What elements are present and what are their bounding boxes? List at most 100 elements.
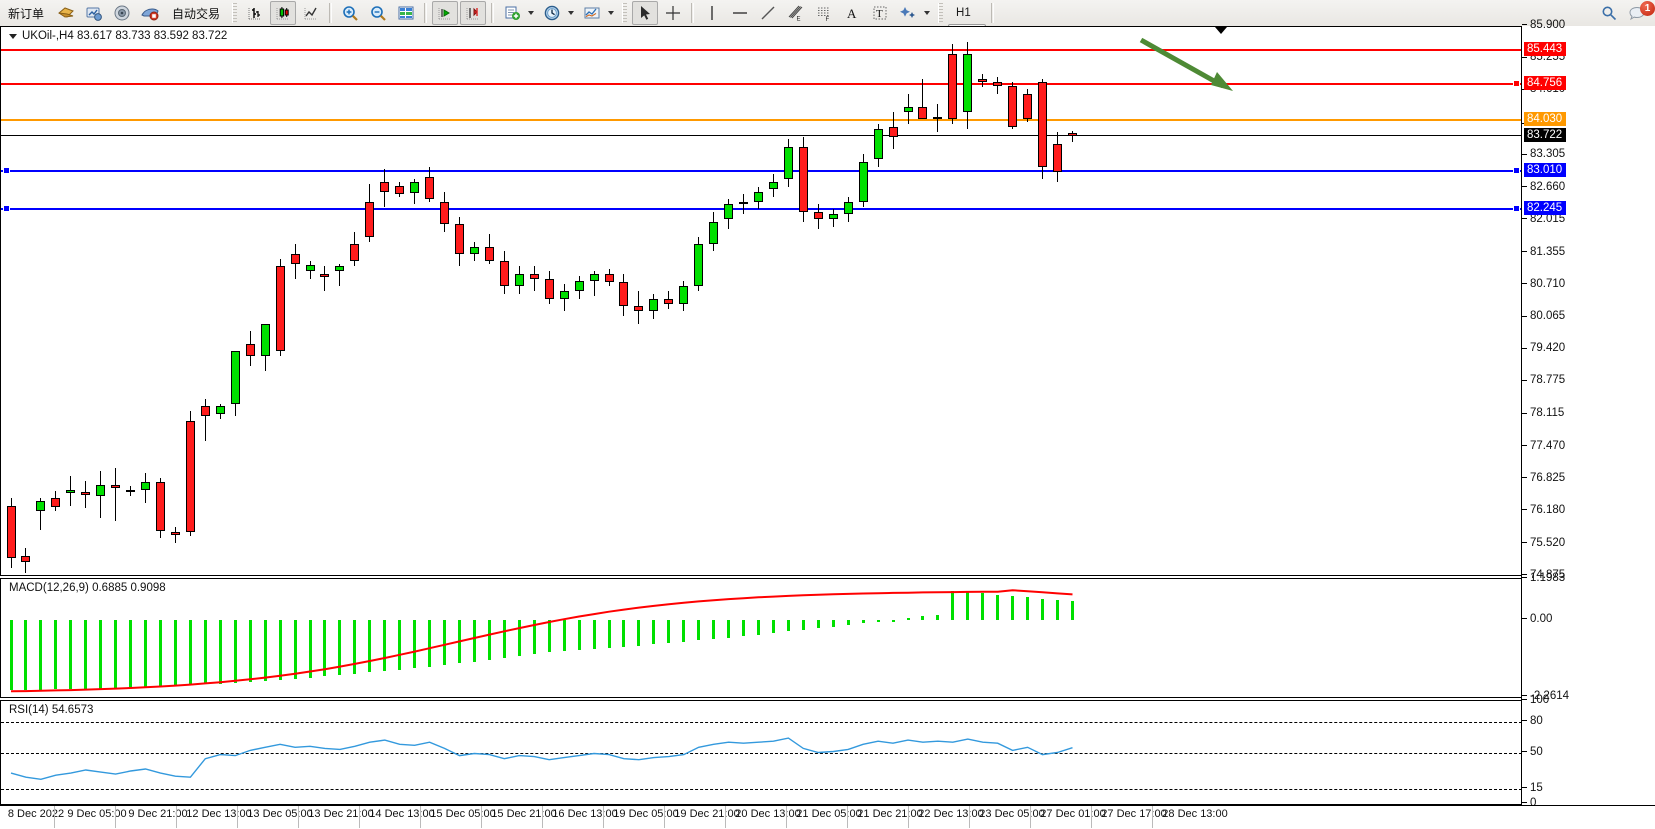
candle-body-bearish [798, 146, 808, 212]
chart-dropdown-caret[interactable] [9, 33, 17, 39]
macd-plot[interactable] [1, 579, 1522, 697]
price-level-handle-left-support-1[interactable] [3, 167, 10, 175]
arrow-selection-handle[interactable] [1215, 27, 1227, 34]
macd-histogram-bar [173, 619, 177, 686]
candle [200, 27, 210, 575]
template-dropdown-caret[interactable] [528, 11, 535, 15]
price-level-handle-support-2[interactable] [1513, 205, 1520, 213]
candle-body-bullish [260, 323, 270, 357]
indicator-list-icon[interactable] [579, 1, 605, 25]
template-icon[interactable] [499, 1, 525, 25]
time-tick-separator [1152, 806, 1153, 828]
trendline-icon[interactable] [755, 1, 781, 25]
macd-histogram-bar [144, 619, 148, 688]
price-pane[interactable]: UKOil-,H4 83.617 83.733 83.592 83.722 [0, 26, 1655, 576]
chart-area[interactable]: UKOil-,H4 83.617 83.733 83.592 83.722 MA… [0, 19, 1655, 829]
price-level-tag-current-price[interactable]: 83.722 [1524, 127, 1567, 142]
svg-text:T: T [876, 8, 883, 20]
macd-histogram-bar [248, 619, 252, 682]
macd-pane[interactable]: MACD(12,26,9) 0.6885 0.9098 [0, 578, 1655, 698]
auto-trading-button[interactable]: 自动交易 [165, 1, 227, 25]
bar-chart-icon[interactable] [242, 1, 268, 25]
data-window-icon[interactable] [393, 1, 419, 25]
price-tick: 74.875 [1522, 569, 1565, 581]
macd-histogram-bar [891, 619, 895, 622]
time-tick-separator [359, 806, 360, 828]
line-chart-icon[interactable] [298, 1, 324, 25]
objects-icon[interactable] [895, 1, 921, 25]
toolbar-grip-3[interactable] [938, 3, 944, 23]
price-level-tag-resistance-1[interactable]: 84.756 [1524, 76, 1567, 91]
candle-wick [40, 498, 42, 530]
price-axis[interactable]: 85.90085.25584.61083.93083.30582.66082.0… [1521, 19, 1655, 809]
label-icon[interactable]: T [867, 1, 893, 25]
macd-histogram-bar [353, 619, 357, 674]
price-plot[interactable] [1, 27, 1522, 575]
equidistant-channel-icon[interactable]: E [783, 1, 809, 25]
period-dropdown-caret[interactable] [568, 11, 575, 15]
candle-body-bullish [514, 273, 524, 287]
indicator-dropdown-caret[interactable] [608, 11, 615, 15]
time-axis[interactable]: 8 Dec 2022 9 Dec 05:00 9 Dec 21:00 12 Dec 1… [0, 805, 1655, 829]
hline-icon[interactable] [727, 1, 753, 25]
macd-histogram-bar [1026, 597, 1030, 620]
price-level-tag-support-1[interactable]: 83.010 [1524, 163, 1567, 178]
zoom-in-icon[interactable] [337, 1, 363, 25]
rsi-plot[interactable] [1, 701, 1522, 804]
price-level-line-resistance-1[interactable] [1, 83, 1522, 86]
rsi-pane[interactable]: RSI(14) 54.6573 [0, 700, 1655, 805]
candle-body-bearish [634, 306, 644, 312]
vline-icon[interactable] [699, 1, 725, 25]
macd-histogram-bar [801, 619, 805, 630]
indicators-icon[interactable] [53, 1, 79, 25]
macd-histogram-bar [727, 619, 731, 638]
cursor-icon[interactable] [632, 1, 659, 25]
price-level-tag-support-2[interactable]: 82.245 [1524, 201, 1567, 216]
crosshair-icon[interactable] [660, 1, 686, 25]
price-level-handle-resistance-1[interactable] [1513, 80, 1520, 88]
macd-histogram-bar [129, 619, 133, 688]
price-level-tag-resistance-2[interactable]: 85.443 [1524, 41, 1567, 56]
macd-histogram-bar [846, 619, 850, 625]
search-icon[interactable] [1596, 1, 1622, 25]
toolbar-grip-2[interactable] [622, 3, 628, 23]
text-icon[interactable]: A [839, 1, 865, 25]
period-icon[interactable] [539, 1, 565, 25]
price-level-handle-left-support-2[interactable] [3, 205, 10, 213]
candle-body-bearish [1008, 85, 1018, 127]
candle [709, 27, 719, 575]
macd-histogram-bar [114, 619, 118, 689]
price-tick: 76.180 [1522, 504, 1565, 516]
autotrading-icon[interactable] [137, 1, 163, 25]
zoom-out-icon[interactable] [365, 1, 391, 25]
macd-histogram-bar [906, 618, 910, 621]
candle [66, 27, 76, 575]
time-tick: 15 Dec 21:00 [491, 808, 557, 820]
signals-icon[interactable] [81, 1, 107, 25]
price-level-line-resistance-2[interactable] [1, 48, 1522, 51]
fibonacci-icon[interactable]: F [811, 1, 837, 25]
price-level-line-support-1[interactable] [1, 170, 1522, 173]
macd-histogram-bar [876, 619, 880, 622]
price-tick: 79.420 [1522, 342, 1565, 354]
price-level-line-current-price[interactable] [1, 134, 1522, 136]
shift-start-icon[interactable] [432, 1, 459, 25]
objects-dropdown-caret[interactable] [924, 11, 931, 15]
price-level-line-support-2[interactable] [1, 208, 1522, 211]
candlestick-icon[interactable] [270, 1, 297, 25]
new-order-button[interactable]: 新订单 [1, 1, 51, 25]
shift-end-icon[interactable] [460, 1, 487, 25]
time-tick-separator [1030, 806, 1031, 828]
price-level-handle-support-1[interactable] [1513, 167, 1520, 175]
candle [948, 27, 958, 575]
toolbar-grip-1[interactable] [232, 3, 238, 23]
alerts-icon[interactable]: 1 [1624, 1, 1655, 24]
macd-histogram-bar [188, 619, 192, 686]
market-icon[interactable] [109, 1, 135, 25]
price-level-line-pivot[interactable] [1, 119, 1522, 122]
symbol-header-text: UKOil-,H4 83.617 83.733 83.592 83.722 [22, 30, 228, 42]
candle-body-bullish [709, 221, 719, 244]
price-level-tag-pivot[interactable]: 84.030 [1524, 112, 1567, 127]
macd-histogram-bar [233, 619, 237, 683]
timeframe-h1[interactable]: H1 [956, 7, 971, 19]
